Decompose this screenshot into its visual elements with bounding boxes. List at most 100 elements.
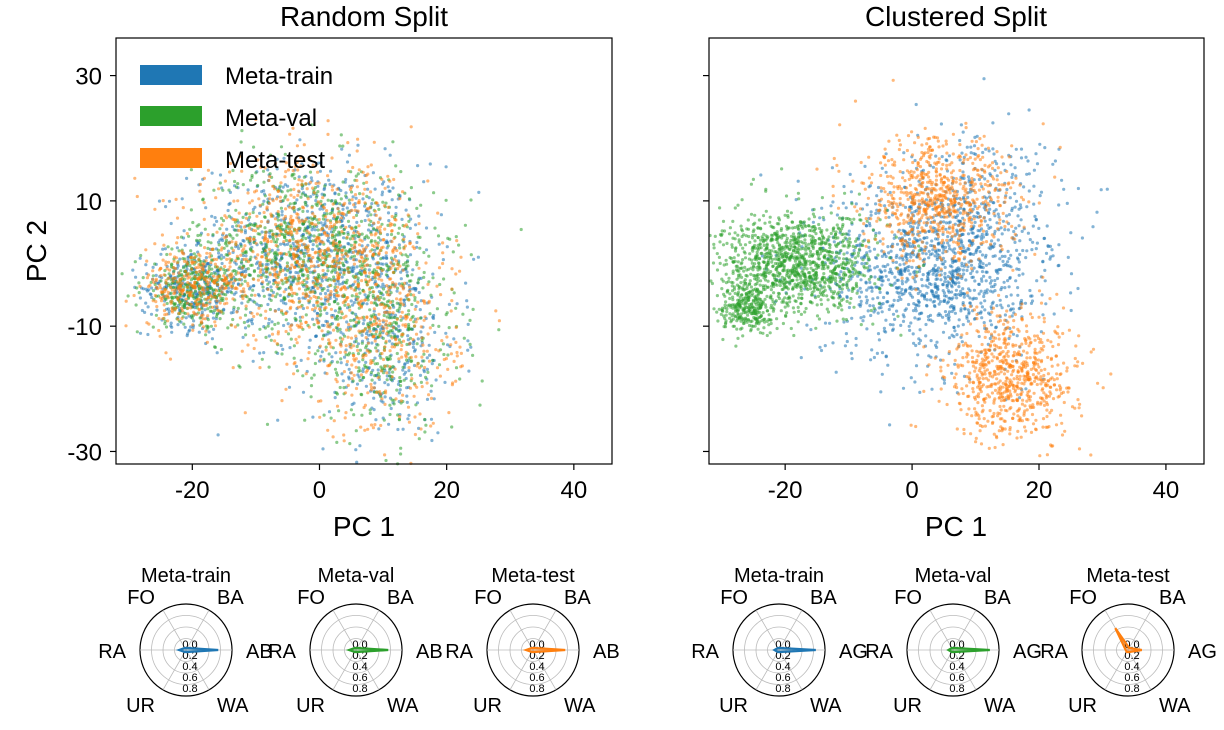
scatter-point-val	[278, 286, 282, 290]
scatter-point-test	[250, 311, 254, 315]
scatter-point-val	[360, 413, 364, 417]
scatter-point-test	[194, 266, 198, 270]
scatter-point-test	[352, 258, 356, 262]
scatter-point-test	[273, 339, 277, 343]
scatter-point-test	[199, 320, 203, 324]
scatter-point-test	[161, 290, 165, 294]
scatter-point-val	[419, 316, 423, 320]
scatter-point-test	[366, 427, 370, 431]
scatter-point-test	[171, 276, 175, 280]
scatter-point-val	[352, 254, 357, 258]
scatter-point-train	[176, 323, 180, 327]
scatter-point-test	[319, 283, 323, 288]
scatter-point-train	[231, 310, 235, 314]
scatter-point-test	[365, 368, 369, 372]
scatter-point-test	[310, 206, 314, 210]
scatter-point-test	[406, 213, 410, 217]
scatter-point-test	[255, 214, 259, 218]
scatter-point-train	[334, 297, 338, 301]
scatter-point-val	[234, 208, 238, 212]
scatter-point-train	[249, 319, 253, 323]
scatter-point-train	[930, 239, 934, 243]
scatter-point-train	[809, 328, 813, 332]
scatter-point-train	[839, 270, 843, 274]
scatter-point-test	[398, 291, 402, 295]
scatter-point-test	[176, 280, 180, 284]
scatter-point-train	[829, 204, 833, 208]
scatter-point-val	[303, 226, 307, 230]
scatter-point-train	[884, 318, 888, 322]
scatter-point-val	[322, 193, 326, 197]
x-tick-label: 40	[560, 477, 587, 504]
scatter-point-train	[411, 268, 415, 272]
scatter-point-train	[893, 317, 897, 321]
scatter-point-test	[220, 290, 224, 294]
scatter-point-test	[354, 365, 358, 369]
scatter-point-test	[413, 415, 417, 419]
scatter-point-train	[381, 282, 385, 286]
scatter-point-test	[304, 182, 308, 186]
scatter-point-test	[170, 306, 174, 310]
scatter-point-train	[334, 351, 338, 355]
scatter-point-test	[189, 290, 193, 294]
scatter-point-val	[384, 273, 388, 277]
scatter-point-val	[341, 180, 345, 184]
scatter-point-test	[244, 216, 249, 220]
scatter-point-val	[228, 233, 232, 237]
scatter-point-test	[289, 328, 293, 332]
scatter-point-test	[254, 241, 258, 245]
scatter-point-test	[360, 239, 364, 243]
scatter-point-train	[908, 328, 912, 332]
scatter-point-val	[201, 198, 205, 202]
scatter-point-test	[350, 393, 354, 397]
scatter-point-test	[290, 230, 294, 234]
scatter-point-train	[964, 278, 968, 282]
scatter-point-train	[379, 238, 383, 242]
scatter-point-test	[189, 306, 193, 310]
scatter-point-train	[275, 157, 279, 161]
scatter-point-train	[882, 295, 886, 300]
scatter-point-train	[344, 191, 348, 195]
scatter-point-test	[380, 397, 384, 401]
scatter-point-train	[432, 397, 436, 401]
scatter-point-train	[383, 147, 387, 151]
scatter-point-train	[339, 330, 343, 334]
scatter-point-train	[242, 239, 246, 243]
scatter-point-test	[292, 255, 296, 259]
scatter-point-val	[346, 219, 351, 223]
scatter-point-val	[244, 307, 248, 311]
scatter-point-train	[947, 310, 952, 314]
scatter-point-test	[353, 243, 357, 247]
scatter-point-val	[480, 379, 484, 383]
scatter-point-train	[365, 302, 369, 306]
scatter-point-train	[221, 238, 225, 243]
scatter-point-test	[271, 232, 275, 236]
scatter-point-test	[315, 301, 319, 305]
scatter-point-val	[183, 277, 187, 281]
scatter-point-val	[280, 190, 284, 194]
scatter-point-val	[210, 267, 214, 271]
scatter-point-train	[257, 294, 261, 298]
scatter-point-train	[176, 264, 180, 268]
scatter-point-test	[374, 321, 379, 325]
scatter-point-test	[363, 187, 367, 191]
scatter-point-test	[200, 274, 204, 278]
scatter-point-test	[271, 294, 275, 298]
scatter-point-test	[305, 284, 309, 288]
scatter-point-train	[950, 265, 954, 269]
scatter-point-test	[218, 294, 222, 298]
scatter-point-test	[428, 326, 432, 330]
scatter-point-val	[343, 303, 347, 307]
scatter-point-test	[388, 277, 392, 281]
scatter-point-val	[375, 246, 380, 250]
scatter-point-test	[246, 343, 250, 347]
scatter-point-train	[226, 249, 230, 253]
scatter-point-train	[366, 228, 371, 232]
scatter-point-test	[394, 338, 398, 342]
scatter-point-test	[327, 364, 331, 368]
scatter-point-train	[255, 302, 259, 306]
scatter-point-val	[398, 384, 403, 388]
scatter-point-test	[340, 257, 344, 261]
scatter-point-val	[209, 241, 213, 245]
scatter-point-test	[252, 277, 256, 281]
